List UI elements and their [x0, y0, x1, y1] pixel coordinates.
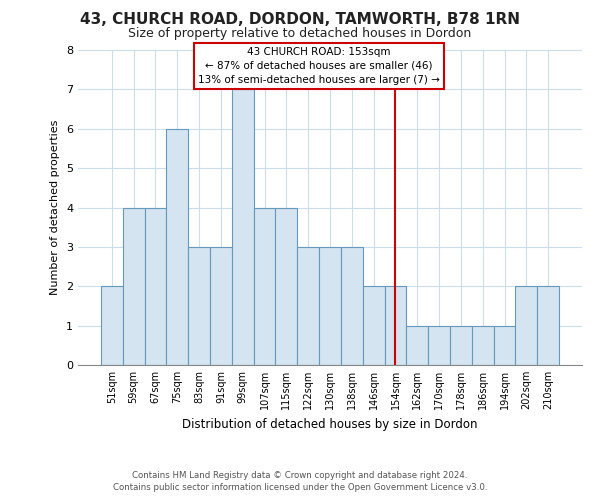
Bar — [385, 286, 406, 365]
Bar — [319, 247, 341, 365]
Text: 43 CHURCH ROAD: 153sqm
← 87% of detached houses are smaller (46)
13% of semi-det: 43 CHURCH ROAD: 153sqm ← 87% of detached… — [198, 47, 440, 84]
X-axis label: Distribution of detached houses by size in Dordon: Distribution of detached houses by size … — [182, 418, 478, 430]
Bar — [494, 326, 515, 365]
Text: 43, CHURCH ROAD, DORDON, TAMWORTH, B78 1RN: 43, CHURCH ROAD, DORDON, TAMWORTH, B78 1… — [80, 12, 520, 28]
Bar — [188, 247, 210, 365]
Bar — [406, 326, 428, 365]
Y-axis label: Number of detached properties: Number of detached properties — [50, 120, 61, 295]
Text: Size of property relative to detached houses in Dordon: Size of property relative to detached ho… — [128, 28, 472, 40]
Bar — [123, 208, 145, 365]
Bar — [254, 208, 275, 365]
Bar — [363, 286, 385, 365]
Bar — [515, 286, 537, 365]
Bar — [428, 326, 450, 365]
Bar — [537, 286, 559, 365]
Text: Contains HM Land Registry data © Crown copyright and database right 2024.
Contai: Contains HM Land Registry data © Crown c… — [113, 471, 487, 492]
Bar — [297, 247, 319, 365]
Bar — [472, 326, 494, 365]
Bar — [450, 326, 472, 365]
Bar — [275, 208, 297, 365]
Bar — [166, 128, 188, 365]
Bar — [145, 208, 166, 365]
Bar — [101, 286, 123, 365]
Bar — [341, 247, 363, 365]
Bar — [232, 90, 254, 365]
Bar — [210, 247, 232, 365]
